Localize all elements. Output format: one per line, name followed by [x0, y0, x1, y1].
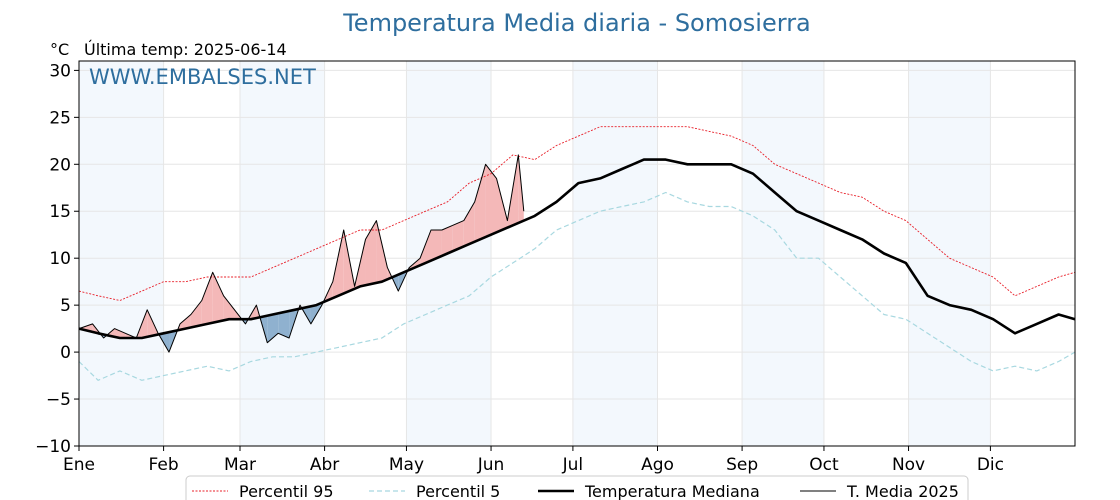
anomaly-warm-fill	[114, 328, 126, 339]
anomaly-warm-fill	[365, 220, 377, 286]
anomaly-warm-fill	[431, 230, 442, 261]
anomaly-warm-fill	[485, 164, 497, 238]
anomaly-warm-fill	[190, 300, 202, 328]
y-tick-label: −5	[46, 390, 71, 410]
series-line-temperatura-mediana	[78, 158, 1076, 340]
anomaly-cold-fill	[278, 311, 290, 339]
anomaly-warm-fill	[179, 314, 191, 330]
x-tick-label: Sep	[726, 455, 758, 475]
legend-label: Percentil 95	[239, 482, 334, 500]
y-tick-label: 25	[49, 108, 71, 128]
anomaly-warm-fill	[376, 220, 388, 283]
plot-frame	[78, 60, 1076, 447]
x-tick-label: Dic	[977, 455, 1004, 475]
x-axis: Ene Feb Mar Abr May Jun Jul Ago Sep Oct Nov Dic	[63, 446, 1004, 475]
legend-label: Temperatura Mediana	[584, 482, 760, 500]
y-tick-label: 0	[60, 343, 71, 363]
legend-label: T. Media 2025	[846, 482, 959, 500]
legend-label: Percentil 5	[416, 482, 500, 500]
x-tick-label: Abr	[310, 455, 339, 475]
y-tick-label: 30	[49, 61, 71, 81]
anomaly-warm-fill	[496, 178, 508, 233]
month-bands	[79, 61, 991, 446]
anomaly-warm-fill	[212, 272, 224, 323]
anomaly-warm-fill	[420, 230, 432, 266]
x-tick-label: Nov	[892, 455, 925, 475]
series-line-percentil-95	[78, 126, 1076, 301]
y-tick-label: 10	[49, 249, 71, 269]
anomaly-warm-fill	[474, 164, 486, 242]
y-tick-label: 15	[49, 202, 71, 222]
anomaly-warm-fill	[452, 220, 464, 252]
x-tick-label: Jun	[477, 455, 505, 475]
anomaly-warm-fill	[223, 295, 235, 321]
chart-title: Temperatura Media diaria - Somosierra	[342, 9, 811, 37]
month-band	[908, 61, 991, 446]
unit-label: °C	[50, 40, 69, 59]
y-tick-label: 20	[49, 155, 71, 175]
month-band	[742, 61, 824, 446]
y-tick-label: −10	[35, 437, 71, 457]
x-tick-label: Ago	[641, 455, 674, 475]
y-tick-label: 5	[60, 296, 71, 316]
x-tick-label: Feb	[149, 455, 179, 475]
series-line-t-media-2025	[78, 154, 525, 353]
x-tick-label: May	[389, 455, 424, 475]
x-tick-label: Jul	[562, 455, 584, 475]
legend-box	[185, 475, 969, 500]
watermark: WWW.EMBALSES.NET	[89, 65, 316, 89]
last-temp-label: Última temp: 2025-06-14	[84, 40, 287, 59]
legend: Percentil 95 Percentil 5 Temperatura Media…	[185, 475, 969, 500]
month-band	[239, 61, 325, 446]
series-line-percentil-5	[78, 191, 1076, 381]
month-band	[572, 61, 658, 446]
y-axis: −10 −5 0 5 10 15 20 25 30	[35, 61, 79, 457]
month-band	[79, 61, 164, 446]
x-tick-label: Oct	[809, 455, 839, 475]
series-layer	[78, 126, 1076, 381]
anomaly-warm-fill	[463, 201, 475, 247]
anomaly-warm-fill	[332, 230, 344, 299]
anomaly-warm-fill	[201, 272, 213, 326]
x-tick-label: Mar	[224, 455, 256, 475]
anomaly-warm-fill	[441, 225, 453, 256]
x-tick-label: Ene	[63, 455, 95, 475]
